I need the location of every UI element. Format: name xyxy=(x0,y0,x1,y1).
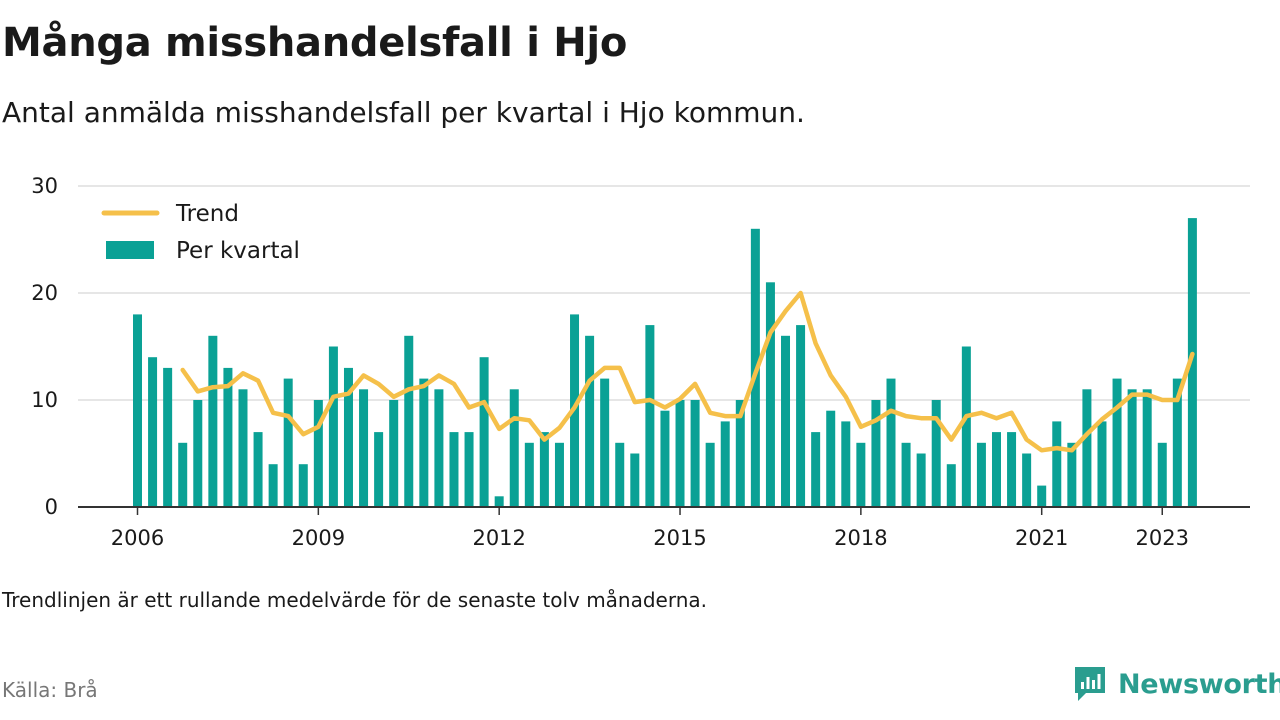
bar xyxy=(645,325,655,507)
bar xyxy=(916,453,926,507)
source-credit: Källa: Brå xyxy=(2,678,98,702)
y-tick-label: 10 xyxy=(31,388,58,412)
bar xyxy=(509,389,519,507)
legend-label-per-kvartal: Per kvartal xyxy=(176,238,300,264)
bar xyxy=(238,389,248,507)
bar xyxy=(313,400,323,507)
bar xyxy=(178,442,188,507)
bar xyxy=(1142,389,1152,507)
bar xyxy=(615,442,625,507)
bar xyxy=(193,400,203,507)
bar xyxy=(404,335,414,507)
bar xyxy=(765,282,775,507)
bar xyxy=(1007,432,1017,507)
bar xyxy=(735,400,745,507)
bar xyxy=(223,367,233,507)
bar xyxy=(328,346,338,507)
bar xyxy=(539,432,549,507)
bar xyxy=(253,432,263,507)
bar xyxy=(374,432,384,507)
bar xyxy=(720,421,730,507)
bar xyxy=(690,400,700,507)
bar xyxy=(675,400,685,507)
newsworthy-logo-icon xyxy=(1075,667,1105,701)
trend-line xyxy=(180,290,1195,453)
bar xyxy=(901,442,911,507)
legend-swatch-per-kvartal xyxy=(106,241,154,259)
bar xyxy=(148,357,158,507)
bar xyxy=(871,400,881,507)
bar xyxy=(811,432,821,507)
bar xyxy=(1082,389,1092,507)
bar xyxy=(976,442,986,507)
bar xyxy=(1157,442,1167,507)
bar xyxy=(1022,453,1032,507)
x-tick-label: 2006 xyxy=(111,526,164,550)
bar xyxy=(991,432,1001,507)
bar xyxy=(479,357,489,507)
brand-name: Newsworthy xyxy=(1118,668,1280,700)
y-tick-label: 0 xyxy=(45,495,58,519)
newsworthy-brand: Newsworthy xyxy=(1072,664,1280,704)
bar-line-chart: 0 10 20 30 2006 2009 2012 2015 2018 2021 2023 Trend… xyxy=(31,174,1250,550)
y-tick-label: 30 xyxy=(31,174,58,198)
legend-label-trend: Trend xyxy=(175,201,239,227)
x-tick-label: 2009 xyxy=(292,526,345,550)
bar xyxy=(841,421,851,507)
bar xyxy=(1127,389,1137,507)
bar xyxy=(1172,378,1182,507)
bar xyxy=(856,442,866,507)
bar xyxy=(886,378,896,507)
bar xyxy=(826,410,836,507)
bar xyxy=(630,453,640,507)
x-tick-label: 2012 xyxy=(472,526,525,550)
bar xyxy=(705,442,715,507)
bar xyxy=(494,496,504,507)
bar xyxy=(283,378,293,507)
bar xyxy=(660,410,670,507)
bar xyxy=(133,314,142,507)
bar xyxy=(961,346,971,507)
bar xyxy=(1187,218,1197,507)
chart-subtitle: Antal anmälda misshandelsfall per kvarta… xyxy=(2,96,805,129)
bar xyxy=(524,442,534,507)
bar xyxy=(298,464,308,507)
x-tick-label: 2021 xyxy=(1015,526,1068,550)
trend-footnote: Trendlinjen är ett rullande medelvärde f… xyxy=(2,588,708,612)
x-tick-label: 2015 xyxy=(653,526,706,550)
bar xyxy=(1112,378,1122,507)
bar xyxy=(419,378,429,507)
bar xyxy=(464,432,474,507)
bar xyxy=(1052,421,1062,507)
bar xyxy=(796,325,806,507)
bar xyxy=(389,400,399,507)
bar xyxy=(600,378,610,507)
bar xyxy=(585,335,595,507)
bar xyxy=(449,432,459,507)
y-tick-label: 20 xyxy=(31,281,58,305)
bar xyxy=(1037,485,1047,507)
bar xyxy=(163,367,173,507)
bar xyxy=(268,464,278,507)
bar xyxy=(359,389,369,507)
bar xyxy=(343,367,353,507)
bar xyxy=(946,464,956,507)
bar xyxy=(554,442,564,507)
x-tick-label: 2018 xyxy=(834,526,887,550)
bar xyxy=(781,335,791,507)
chart-title: Många misshandelsfall i Hjo xyxy=(2,20,628,66)
x-tick-label: 2023 xyxy=(1136,526,1189,550)
bar xyxy=(208,335,218,507)
bar xyxy=(1097,421,1107,507)
bar xyxy=(434,389,444,507)
bar xyxy=(931,400,941,507)
bar xyxy=(1067,442,1077,507)
